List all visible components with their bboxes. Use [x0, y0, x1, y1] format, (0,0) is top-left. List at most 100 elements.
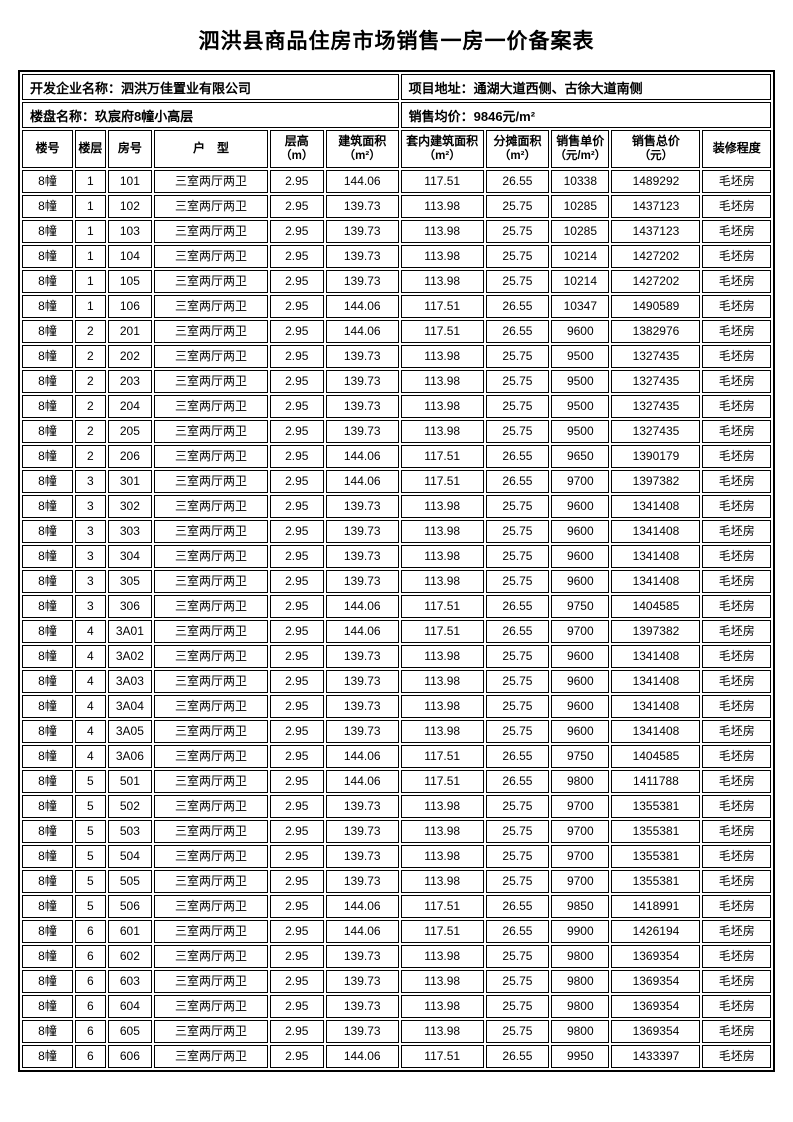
cell-inner-area: 113.98 — [400, 370, 484, 393]
cell-floor: 1 — [75, 270, 106, 293]
cell-total-price: 1369354 — [611, 945, 701, 968]
cell-unit-price: 9700 — [551, 870, 610, 893]
cell-inner-area: 113.98 — [400, 970, 484, 993]
cell-gross-area: 139.73 — [325, 670, 399, 693]
cell-shared-area: 25.75 — [485, 195, 550, 218]
cell-unit-price: 9500 — [551, 370, 610, 393]
cell-layout: 三室两厅两卫 — [154, 945, 268, 968]
cell-story-height: 2.95 — [269, 620, 324, 643]
cell-room: 3A02 — [107, 645, 153, 668]
cell-layout: 三室两厅两卫 — [154, 420, 268, 443]
cell-floor: 3 — [75, 495, 106, 518]
cell-layout: 三室两厅两卫 — [154, 595, 268, 618]
cell-total-price: 1369354 — [611, 1020, 701, 1043]
cell-building: 8幢 — [22, 445, 74, 468]
cell-layout: 三室两厅两卫 — [154, 445, 268, 468]
cell-decoration: 毛坯房 — [702, 470, 771, 493]
cell-floor: 5 — [75, 820, 106, 843]
cell-building: 8幢 — [22, 645, 74, 668]
cell-total-price: 1489292 — [611, 170, 701, 193]
cell-layout: 三室两厅两卫 — [154, 545, 268, 568]
cell-shared-area: 26.55 — [485, 170, 550, 193]
cell-shared-area: 25.75 — [485, 845, 550, 868]
cell-shared-area: 25.75 — [485, 245, 550, 268]
cell-unit-price: 9700 — [551, 845, 610, 868]
cell-inner-area: 117.51 — [400, 770, 484, 793]
cell-unit-price: 9500 — [551, 420, 610, 443]
cell-story-height: 2.95 — [269, 495, 324, 518]
cell-shared-area: 25.75 — [485, 995, 550, 1018]
cell-building: 8幢 — [22, 570, 74, 593]
cell-room: 504 — [107, 845, 153, 868]
table-row: 8幢 2 203 三室两厅两卫 2.95 139.73 113.98 25.75 9500 132… — [22, 370, 771, 393]
cell-total-price: 1341408 — [611, 495, 701, 518]
cell-shared-area: 26.55 — [485, 770, 550, 793]
cell-floor: 3 — [75, 570, 106, 593]
cell-story-height: 2.95 — [269, 245, 324, 268]
cell-total-price: 1369354 — [611, 970, 701, 993]
table-row: 8幢 2 201 三室两厅两卫 2.95 144.06 117.51 26.55 9600 138… — [22, 320, 771, 343]
cell-shared-area: 25.75 — [485, 545, 550, 568]
cell-layout: 三室两厅两卫 — [154, 670, 268, 693]
table-row: 8幢 5 506 三室两厅两卫 2.95 144.06 117.51 26.55 9850 141… — [22, 895, 771, 918]
cell-total-price: 1355381 — [611, 845, 701, 868]
cell-gross-area: 139.73 — [325, 845, 399, 868]
table-row: 8幢 5 504 三室两厅两卫 2.95 139.73 113.98 25.75 9700 135… — [22, 845, 771, 868]
table-row: 8幢 2 206 三室两厅两卫 2.95 144.06 117.51 26.55 9650 139… — [22, 445, 771, 468]
cell-story-height: 2.95 — [269, 670, 324, 693]
cell-story-height: 2.95 — [269, 270, 324, 293]
column-header-floor: 楼层 — [75, 130, 106, 168]
cell-layout: 三室两厅两卫 — [154, 720, 268, 743]
cell-unit-price: 9750 — [551, 745, 610, 768]
cell-gross-area: 139.73 — [325, 570, 399, 593]
cell-room: 101 — [107, 170, 153, 193]
cell-layout: 三室两厅两卫 — [154, 395, 268, 418]
cell-floor: 6 — [75, 970, 106, 993]
cell-gross-area: 139.73 — [325, 545, 399, 568]
cell-room: 601 — [107, 920, 153, 943]
cell-inner-area: 117.51 — [400, 1045, 484, 1068]
cell-total-price: 1327435 — [611, 420, 701, 443]
table-row: 8幢 4 3A06 三室两厅两卫 2.95 144.06 117.51 26.55 9750 14… — [22, 745, 771, 768]
cell-inner-area: 113.98 — [400, 720, 484, 743]
cell-floor: 5 — [75, 770, 106, 793]
cell-room: 305 — [107, 570, 153, 593]
cell-gross-area: 139.73 — [325, 270, 399, 293]
cell-room: 3A01 — [107, 620, 153, 643]
cell-floor: 4 — [75, 695, 106, 718]
table-row: 8幢 5 502 三室两厅两卫 2.95 139.73 113.98 25.75 9700 135… — [22, 795, 771, 818]
cell-total-price: 1341408 — [611, 720, 701, 743]
cell-unit-price: 9600 — [551, 520, 610, 543]
cell-building: 8幢 — [22, 820, 74, 843]
cell-decoration: 毛坯房 — [702, 195, 771, 218]
cell-inner-area: 113.98 — [400, 570, 484, 593]
cell-decoration: 毛坯房 — [702, 870, 771, 893]
cell-building: 8幢 — [22, 420, 74, 443]
column-header-unit-price: 销售单价 （元/m²） — [551, 130, 610, 168]
cell-gross-area: 144.06 — [325, 170, 399, 193]
cell-unit-price: 9800 — [551, 970, 610, 993]
cell-decoration: 毛坯房 — [702, 720, 771, 743]
table-row: 8幢 5 503 三室两厅两卫 2.95 139.73 113.98 25.75 9700 135… — [22, 820, 771, 843]
cell-layout: 三室两厅两卫 — [154, 970, 268, 993]
cell-decoration: 毛坯房 — [702, 895, 771, 918]
cell-shared-area: 25.75 — [485, 270, 550, 293]
cell-gross-area: 139.73 — [325, 220, 399, 243]
table-row: 8幢 1 101 三室两厅两卫 2.95 144.06 117.51 26.55 10338 14… — [22, 170, 771, 193]
cell-room: 503 — [107, 820, 153, 843]
cell-shared-area: 25.75 — [485, 795, 550, 818]
cell-total-price: 1397382 — [611, 620, 701, 643]
cell-gross-area: 144.06 — [325, 895, 399, 918]
table-row: 8幢 2 202 三室两厅两卫 2.95 139.73 113.98 25.75 9500 132… — [22, 345, 771, 368]
cell-building: 8幢 — [22, 795, 74, 818]
cell-building: 8幢 — [22, 670, 74, 693]
cell-shared-area: 25.75 — [485, 670, 550, 693]
cell-unit-price: 9600 — [551, 670, 610, 693]
cell-decoration: 毛坯房 — [702, 695, 771, 718]
table-header-row: 楼号 楼层 房号户 型层高 （m） 建筑面积 （m²） 套内建筑面积 （m²） 分摊面积 （m²）… — [22, 130, 771, 168]
cell-building: 8幢 — [22, 870, 74, 893]
cell-unit-price: 9650 — [551, 445, 610, 468]
cell-inner-area: 117.51 — [400, 295, 484, 318]
cell-layout: 三室两厅两卫 — [154, 1020, 268, 1043]
cell-room: 102 — [107, 195, 153, 218]
